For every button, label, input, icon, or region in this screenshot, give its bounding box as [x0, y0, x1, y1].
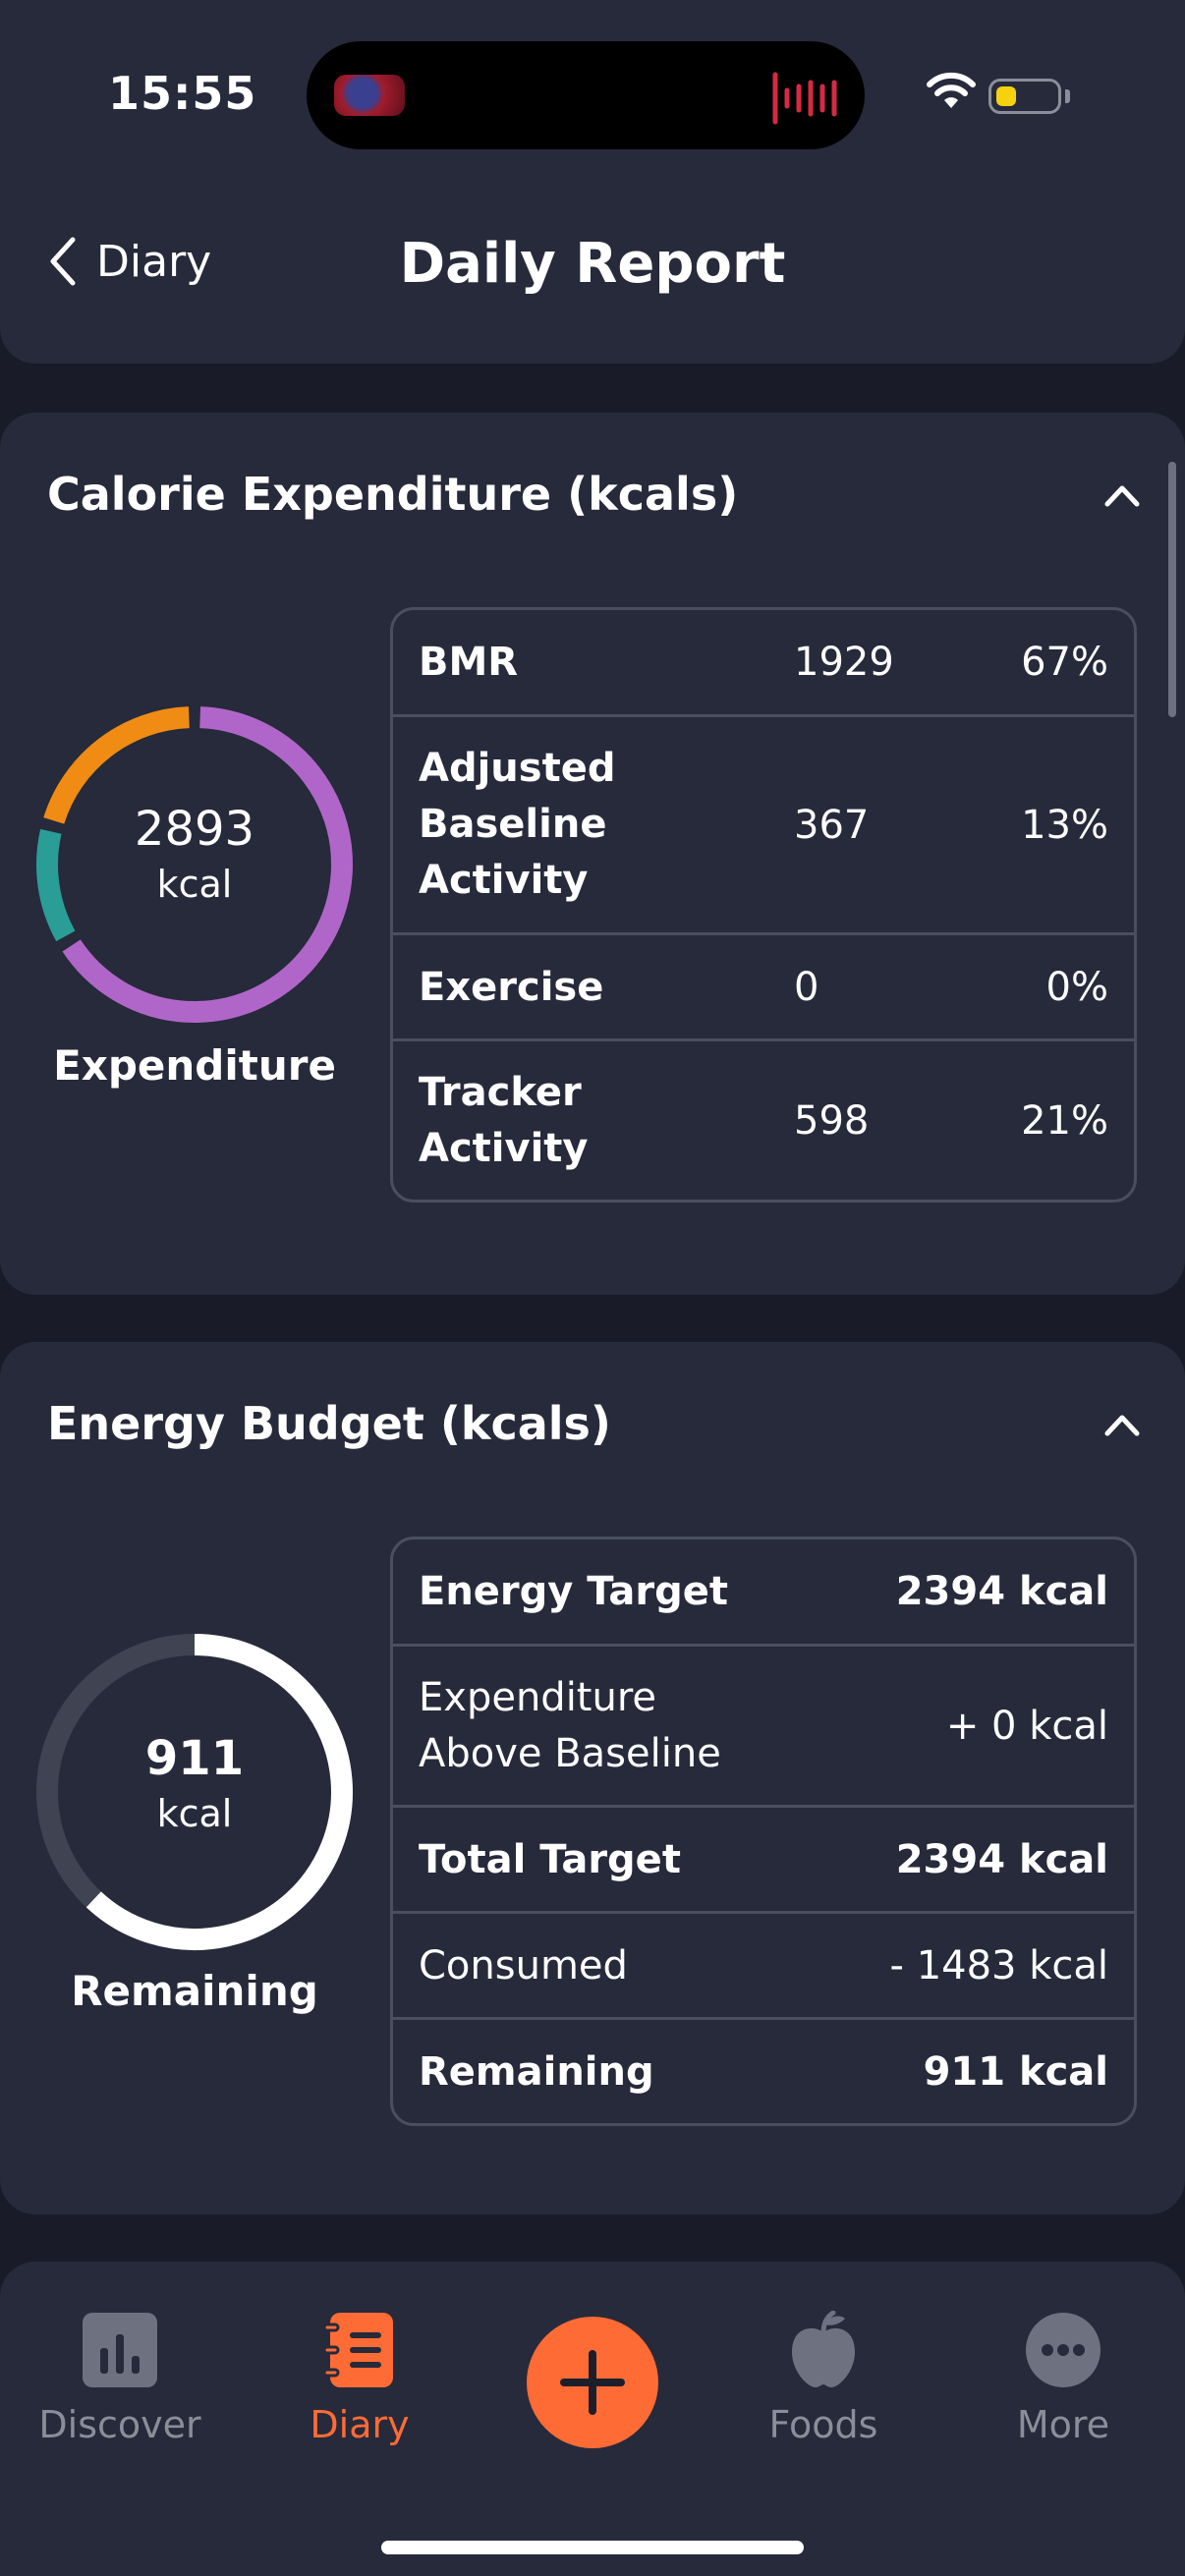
audio-waveform-icon	[772, 72, 837, 125]
tab-more[interactable]: More	[965, 2311, 1161, 2446]
row-percent: 13%	[959, 714, 1134, 932]
chevron-left-icon	[50, 237, 76, 286]
tab-discover[interactable]: Discover	[22, 2311, 218, 2446]
tab-label: Foods	[768, 2403, 878, 2446]
plus-icon	[560, 2350, 625, 2415]
dynamic-island	[307, 41, 865, 149]
tab-foods[interactable]: Foods	[725, 2311, 922, 2446]
row-value: 2394 kcal	[895, 1569, 1108, 1614]
back-button[interactable]: Diary	[47, 236, 211, 287]
row-label: Exercise	[393, 932, 768, 1038]
row-label: BMR	[419, 640, 519, 685]
battery-cap	[1065, 89, 1070, 103]
wifi-icon	[927, 72, 976, 108]
row-value: 0	[768, 932, 960, 1038]
energy-budget-title: Energy Budget (kcals)	[47, 1397, 611, 1450]
home-indicator[interactable]	[381, 2541, 804, 2554]
table-row: BMR 1929 67%	[393, 610, 1134, 714]
expenditure-unit: kcal	[156, 863, 233, 906]
remaining-donut-center: 911 kcal	[28, 1731, 362, 1835]
row-label: Adjusted Baseline Activity	[393, 714, 768, 932]
status-time: 15:55	[108, 67, 257, 120]
tab-diary[interactable]: Diary	[261, 2311, 458, 2446]
page-title: Daily Report	[399, 232, 786, 296]
table-row: Adjusted Baseline Activity 367 13%	[393, 714, 1134, 932]
calorie-expenditure-title: Calorie Expenditure (kcals)	[47, 468, 739, 521]
energy-budget-card: Energy Budget (kcals) 911 kcal Remaining…	[0, 1342, 1185, 2214]
donut-segment	[85, 1634, 353, 1950]
expenditure-table: BMR 1929 67% Adjusted Baseline Activity …	[390, 607, 1137, 1203]
donut-segment	[43, 706, 190, 824]
tab-bar: Discover Diary Foods	[0, 2262, 1185, 2576]
expenditure-caption: Expenditure	[53, 1041, 336, 1090]
row-value: 367	[768, 714, 960, 932]
calorie-expenditure-card: Calorie Expenditure (kcals) 2893 kcal Ex…	[0, 413, 1185, 1295]
add-button[interactable]	[527, 2317, 658, 2448]
table-row: Exercise 0 0%	[393, 932, 1134, 1038]
row-value: + 0 kcal	[818, 1644, 1134, 1805]
notebook-icon	[322, 2313, 393, 2387]
table-row: Consumed - 1483 kcal	[393, 1911, 1134, 2017]
chevron-up-icon[interactable]	[1104, 1413, 1140, 1436]
row-value: 598	[768, 1038, 960, 1200]
tab-label: Discover	[38, 2403, 201, 2446]
status-bar: 15:55	[0, 0, 1185, 196]
table-row: Expenditure Above Baseline + 0 kcal	[393, 1644, 1134, 1805]
row-label: Energy Target	[419, 1569, 729, 1614]
row-label: Expenditure Above Baseline	[393, 1644, 818, 1805]
bar-chart-icon	[83, 2313, 157, 2387]
remaining-unit: kcal	[156, 1792, 233, 1835]
battery-level	[996, 86, 1016, 106]
remaining-donut-chart	[36, 1634, 353, 1950]
row-value: - 1483 kcal	[818, 1911, 1134, 2017]
row-label: Tracker Activity	[393, 1038, 768, 1200]
row-percent: 67%	[1021, 640, 1108, 685]
expenditure-donut-chart	[36, 706, 353, 1023]
remaining-caption: Remaining	[71, 1967, 318, 2015]
row-percent: 21%	[959, 1038, 1134, 1200]
donut-segment	[62, 706, 353, 1023]
table-row: Energy Target 2394 kcal	[393, 1540, 1134, 1644]
remaining-total: 911	[144, 1731, 245, 1786]
album-art-icon	[334, 75, 405, 116]
row-value: 1929	[794, 640, 894, 685]
row-percent: 0%	[959, 932, 1134, 1038]
apple-icon	[792, 2311, 855, 2387]
row-label: Consumed	[393, 1911, 818, 2017]
battery-icon	[988, 79, 1061, 114]
tab-label: Diary	[310, 2403, 410, 2446]
back-label: Diary	[96, 236, 212, 287]
scrollbar[interactable]	[1168, 462, 1176, 717]
row-label: Remaining	[393, 2017, 818, 2123]
expenditure-total: 2893	[134, 802, 255, 857]
table-row: Remaining 911 kcal	[393, 2017, 1134, 2123]
row-value: 911 kcal	[818, 2017, 1134, 2123]
tab-label: More	[1016, 2403, 1110, 2446]
expenditure-donut-center: 2893 kcal	[28, 802, 362, 906]
table-row: Tracker Activity 598 21%	[393, 1038, 1134, 1200]
chevron-up-icon[interactable]	[1104, 483, 1140, 507]
energy-budget-table: Energy Target 2394 kcal Expenditure Abov…	[390, 1537, 1137, 2126]
table-row: Total Target 2394 kcal	[393, 1805, 1134, 1911]
more-dots-icon	[1026, 2313, 1100, 2387]
donut-segment	[36, 828, 76, 942]
row-label: Total Target	[393, 1805, 818, 1911]
row-value: 2394 kcal	[818, 1805, 1134, 1911]
